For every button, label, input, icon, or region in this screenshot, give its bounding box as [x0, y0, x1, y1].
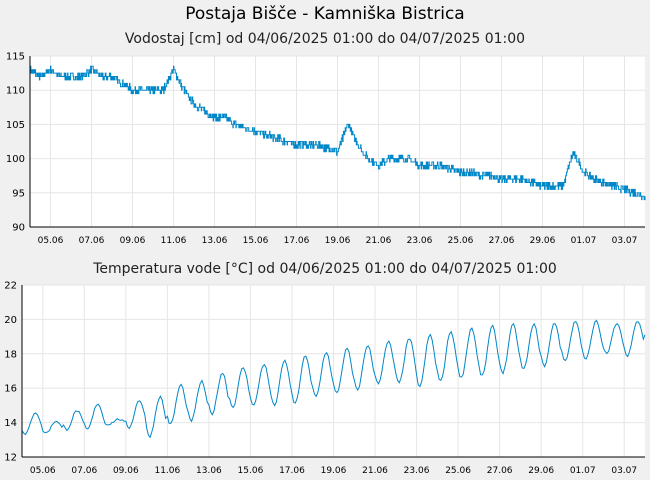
x-tick-label: 13.06 [196, 466, 222, 476]
x-tick-label: 29.06 [528, 466, 554, 476]
water-level-series-line [29, 65, 646, 201]
x-tick-label: 15.06 [243, 236, 269, 246]
water-temperature-series-line [21, 319, 646, 439]
x-tick-label: 03.07 [612, 236, 638, 246]
x-tick-label: 27.06 [489, 236, 515, 246]
x-tick-label: 27.06 [487, 466, 513, 476]
x-tick-label: 25.06 [448, 236, 474, 246]
x-tick-label: 05.06 [38, 236, 64, 246]
y-tick-label: 110 [6, 86, 25, 97]
y-tick-label: 105 [6, 120, 25, 131]
chart-title-water-level: Vodostaj [cm] od 04/06/2025 01:00 do 04/… [124, 31, 526, 47]
x-tick-label: 03.07 [611, 466, 637, 476]
x-tick-label: 07.06 [71, 466, 97, 476]
chart-title-water-temperature: Temperatura vode [°C] od 04/06/2025 01:0… [93, 261, 557, 277]
x-tick-label: 19.06 [325, 236, 351, 246]
x-tick-label: 01.07 [570, 466, 596, 476]
x-tick-label: 11.06 [154, 466, 180, 476]
y-tick-label: 16 [4, 384, 17, 395]
x-tick-label: 13.06 [202, 236, 228, 246]
y-tick-label: 90 [12, 223, 25, 234]
x-tick-label: 15.06 [238, 466, 264, 476]
x-tick-label: 29.06 [530, 236, 556, 246]
y-tick-label: 95 [12, 188, 25, 199]
y-tick-label: 100 [6, 154, 25, 165]
x-tick-label: 17.06 [284, 236, 310, 246]
y-tick-label: 115 [6, 52, 25, 63]
page-title: Postaja Bišče - Kamniška Bistrica [185, 4, 465, 24]
x-tick-label: 21.06 [362, 466, 388, 476]
y-tick-label: 12 [4, 453, 17, 464]
x-tick-label: 25.06 [445, 466, 471, 476]
x-tick-label: 01.07 [571, 236, 597, 246]
y-tick-label: 18 [4, 349, 17, 360]
x-tick-label: 23.06 [404, 466, 430, 476]
x-tick-label: 09.06 [120, 236, 146, 246]
x-tick-label: 23.06 [407, 236, 433, 246]
x-tick-label: 05.06 [30, 466, 56, 476]
y-tick-label: 14 [4, 418, 17, 429]
x-tick-label: 09.06 [113, 466, 139, 476]
x-tick-label: 17.06 [279, 466, 305, 476]
x-tick-label: 11.06 [161, 236, 187, 246]
x-tick-label: 19.06 [321, 466, 347, 476]
x-tick-label: 21.06 [366, 236, 392, 246]
y-tick-label: 22 [4, 281, 17, 292]
y-tick-label: 20 [4, 315, 17, 326]
x-tick-label: 07.06 [79, 236, 105, 246]
